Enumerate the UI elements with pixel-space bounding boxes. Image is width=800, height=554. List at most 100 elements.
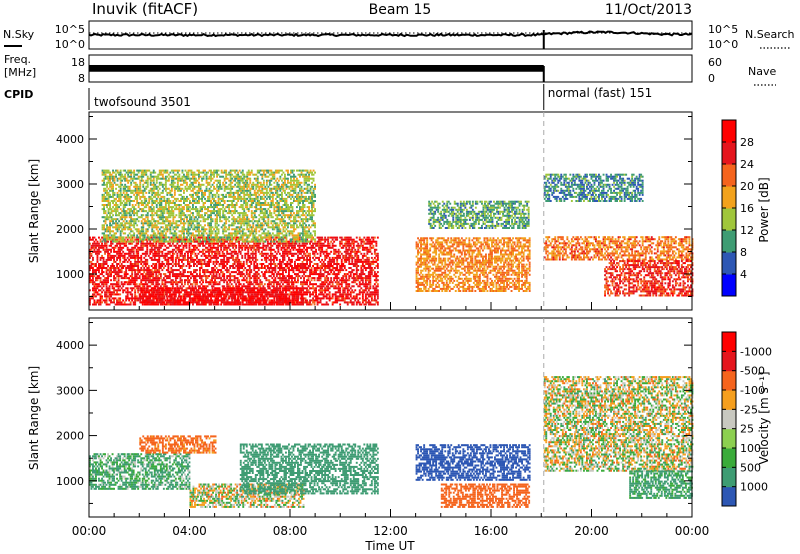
echo-cell — [176, 281, 179, 284]
echo-cell — [101, 240, 104, 243]
echo-cell — [155, 269, 158, 272]
echo-cell — [227, 275, 230, 278]
echo-cell — [259, 289, 262, 292]
echo-cell — [134, 285, 137, 288]
echo-cell — [150, 283, 153, 286]
echo-cell — [274, 267, 277, 269]
echo-cell — [343, 267, 346, 269]
echo-cell — [129, 256, 132, 259]
echo-cell — [348, 297, 351, 300]
echo-cell — [128, 303, 131, 306]
echo-cell — [137, 256, 140, 259]
echo-cell — [274, 242, 277, 245]
echo-cell — [119, 289, 122, 292]
echo-cell — [117, 279, 120, 282]
echo-cell — [108, 254, 111, 257]
echo-cell — [220, 244, 223, 247]
echo-cell — [370, 273, 373, 276]
echo-cell — [92, 256, 94, 259]
echo-cell — [99, 273, 102, 276]
echo-cell — [132, 250, 135, 253]
echo-cell — [233, 279, 236, 282]
echo-cell — [104, 279, 106, 282]
echo-cell — [125, 244, 128, 247]
echo-cell — [291, 299, 294, 302]
echo-cell — [135, 287, 138, 290]
echo-cell — [233, 248, 236, 251]
echo-cell — [93, 244, 96, 247]
echo-cell — [98, 236, 100, 239]
echo-cell — [143, 289, 146, 292]
echo-cell — [191, 301, 194, 304]
echo-cell — [247, 293, 250, 296]
echo-cell — [171, 254, 174, 257]
echo-cell — [349, 275, 352, 278]
echo-cell — [187, 283, 189, 286]
echo-cell — [366, 291, 369, 294]
echo-cell — [330, 277, 333, 280]
echo-cell — [296, 299, 298, 302]
echo-cell — [307, 277, 310, 280]
echo-cell — [194, 254, 197, 257]
echo-cell — [223, 242, 226, 245]
echo-cell — [122, 277, 125, 280]
echo-cell — [260, 271, 263, 274]
echo-cell — [150, 250, 153, 253]
echo-cell — [109, 232, 111, 235]
echo-cell — [212, 254, 215, 257]
echo-cell — [254, 242, 257, 245]
echo-cell — [108, 244, 111, 247]
echo-cell — [155, 285, 158, 288]
echo-cell — [177, 256, 180, 259]
echo-cell — [187, 275, 189, 278]
echo-cell — [116, 275, 118, 278]
echo-cell — [150, 258, 153, 261]
echo-cell — [181, 281, 183, 284]
echo-cell — [272, 260, 275, 263]
echo-cell — [224, 287, 227, 290]
echo-cell — [269, 242, 272, 245]
echo-cell — [212, 277, 215, 280]
echo-cell — [211, 291, 214, 294]
echo-cell — [167, 275, 170, 278]
echo-cell — [313, 258, 316, 261]
echo-cell — [163, 301, 166, 304]
echo-cell — [128, 277, 131, 280]
echo-cell — [220, 246, 223, 249]
echo-cell — [217, 269, 219, 272]
echo-cell — [205, 303, 207, 306]
echo-cell — [363, 240, 366, 243]
echo-cell — [200, 287, 203, 290]
echo-cell — [155, 281, 158, 284]
echo-cell — [321, 236, 324, 239]
echo-cell — [150, 269, 153, 272]
echo-cell — [101, 281, 103, 284]
echo-cell — [134, 260, 137, 263]
echo-cell — [235, 244, 238, 247]
echo-cell — [250, 271, 253, 274]
echo-cell — [211, 271, 213, 274]
echo-cell — [117, 285, 120, 288]
echo-cell — [259, 267, 262, 269]
echo-cell — [248, 271, 251, 274]
echo-cell — [98, 263, 100, 265]
echo-cell — [187, 258, 189, 261]
echo-cell — [111, 267, 114, 269]
echo-cell — [319, 254, 322, 257]
echo-cell — [360, 242, 363, 245]
echo-cell — [304, 271, 307, 274]
echo-cell — [376, 293, 379, 296]
echo-cell — [95, 271, 97, 274]
echo-cell — [123, 283, 126, 286]
echo-cell — [203, 260, 206, 263]
echo-cell — [303, 246, 305, 249]
echo-cell — [181, 260, 183, 263]
echo-cell — [153, 269, 156, 272]
echo-cell — [262, 285, 265, 288]
echo-cell — [345, 254, 348, 257]
echo-cell — [174, 287, 177, 290]
echo-cell — [223, 273, 226, 276]
echo-cell — [367, 299, 370, 302]
echo-cell — [161, 263, 164, 265]
echo-cell — [313, 254, 316, 257]
